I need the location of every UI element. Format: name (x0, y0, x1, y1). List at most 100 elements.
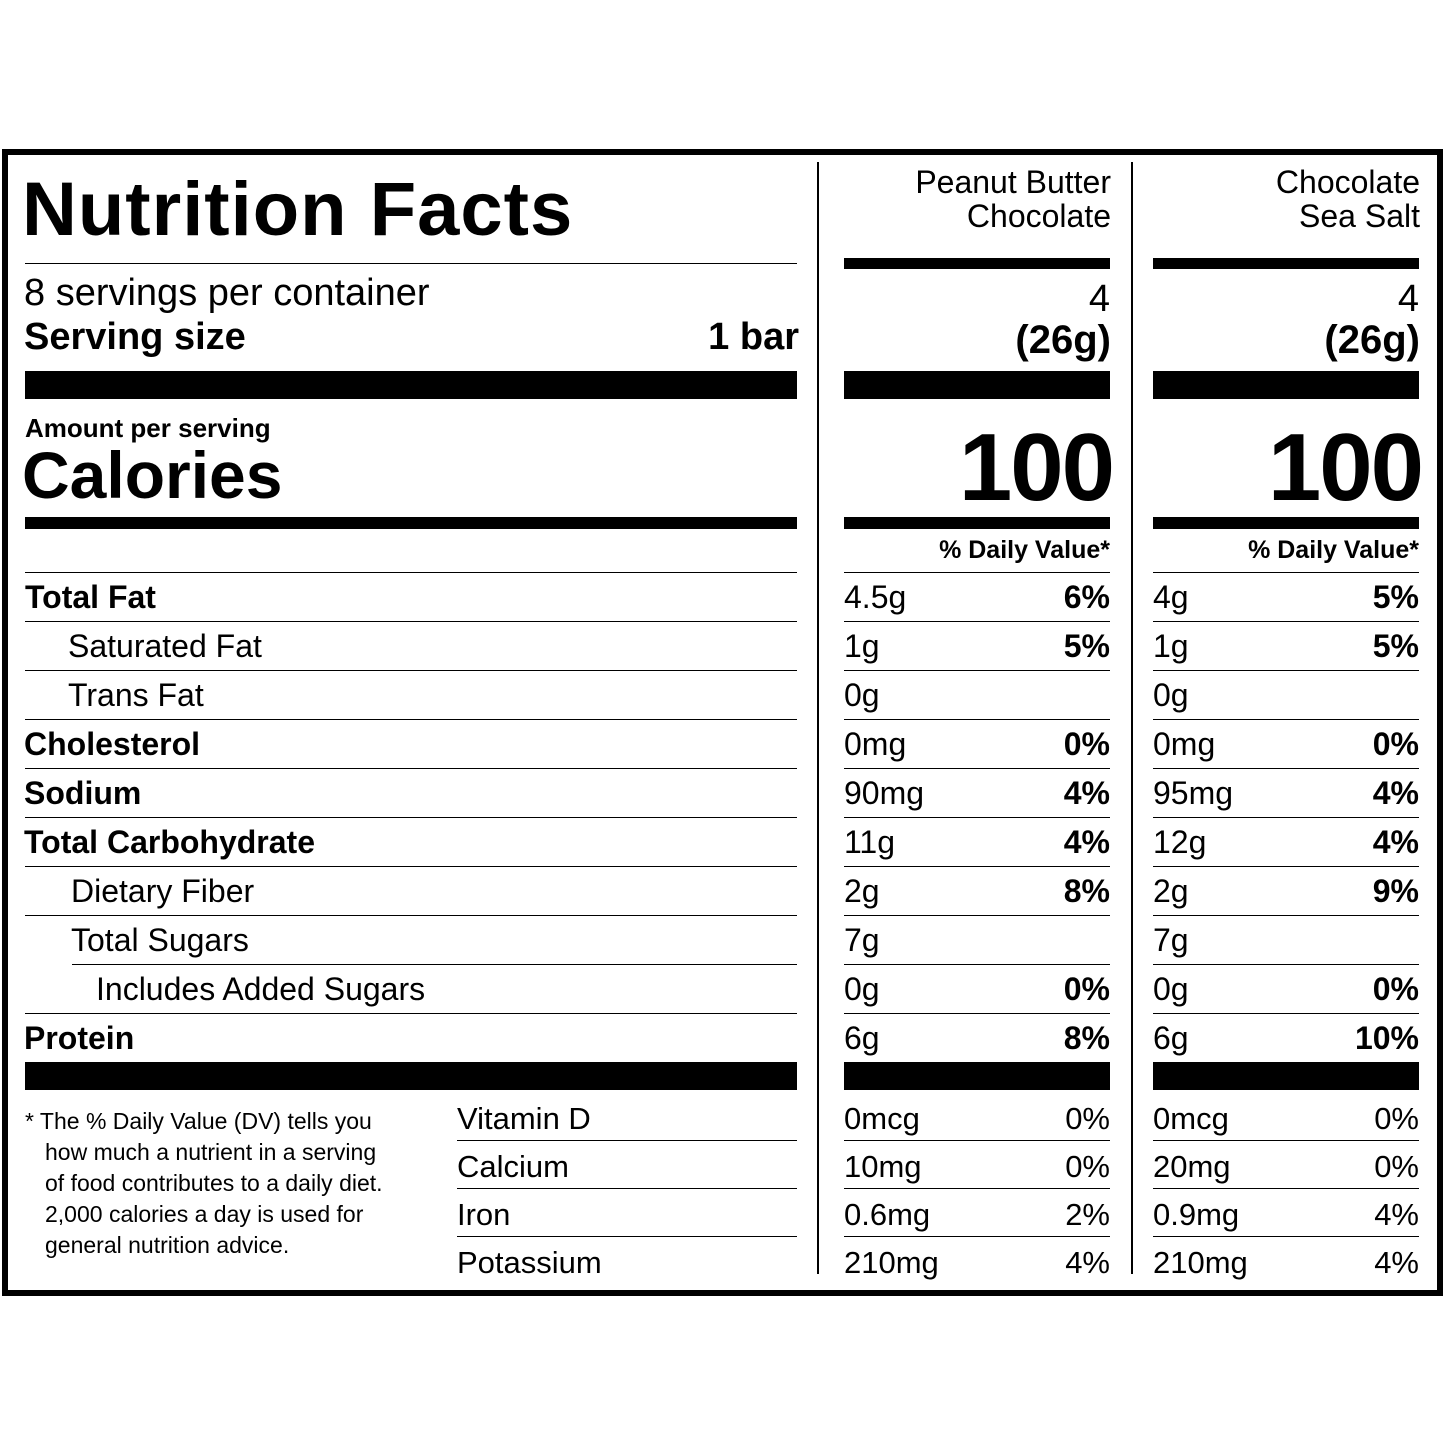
serving-size-label: Serving size (24, 316, 246, 358)
footnote-line: of food contributes to a daily diet. (45, 1170, 383, 1196)
footnote-line: * The % Daily Value (DV) tells you (25, 1108, 372, 1134)
nutrient-label: Saturated Fat (68, 628, 262, 664)
rule (844, 866, 1110, 867)
vitamin-amount: 0.9mg (1153, 1197, 1240, 1232)
thick-rule (25, 1062, 797, 1090)
nutrient-label: Includes Added Sugars (96, 971, 426, 1007)
thick-rule (25, 371, 797, 399)
rule (1153, 1140, 1419, 1141)
nutrient-amount: 0g (844, 677, 880, 713)
rule (1153, 670, 1419, 671)
vitamin-amount: 20mg (1153, 1149, 1231, 1184)
serving-size: 1 bar (708, 316, 799, 358)
nutrient-amount: 4.5g (844, 579, 907, 615)
vitamin-daily-value: 4% (1374, 1245, 1419, 1280)
nutrient-label: Sodium (24, 775, 142, 811)
vitamin-amount: 210mg (844, 1245, 939, 1280)
rule (844, 1013, 1110, 1014)
rule (844, 670, 1110, 671)
vitamin-label: Iron (457, 1197, 511, 1232)
medium-rule (1153, 517, 1419, 529)
nutrient-amount: 7g (1153, 922, 1189, 958)
vitamin-amount: 210mg (1153, 1245, 1248, 1280)
rule (457, 1236, 797, 1237)
rule (1153, 1013, 1419, 1014)
vitamin-label: Potassium (457, 1245, 602, 1280)
nutrient-amount: 0g (1153, 677, 1189, 713)
vitamin-daily-value: 0% (1065, 1149, 1110, 1184)
product-name: Sea Salt (1299, 198, 1420, 234)
calories-value: 100 (958, 414, 1115, 521)
rule (1153, 866, 1419, 867)
rule (844, 719, 1110, 720)
calories-value: 100 (1267, 414, 1424, 521)
rule (1153, 621, 1419, 622)
rule (457, 1140, 797, 1141)
thick-rule (844, 1062, 1110, 1090)
calories-label: Calories (22, 438, 283, 512)
medium-rule (25, 517, 797, 529)
nutrient-label: Trans Fat (68, 677, 204, 713)
rule (1153, 817, 1419, 818)
rule (844, 1140, 1110, 1141)
rule (1153, 572, 1419, 573)
rule (1153, 915, 1419, 916)
serving-count: 4 (1088, 278, 1110, 320)
vitamin-amount: 10mg (844, 1149, 922, 1184)
nutrient-amount: 7g (844, 922, 880, 958)
nutrient-amount: 1g (1153, 628, 1189, 664)
nutrient-daily-value: 8% (1063, 1020, 1110, 1056)
rule (25, 572, 797, 573)
amount-per-serving: Amount per serving (25, 413, 271, 443)
nutrient-daily-value: 0% (1063, 726, 1110, 762)
nutrient-daily-value: 10% (1354, 1020, 1419, 1056)
nutrient-amount: 1g (844, 628, 880, 664)
rule (25, 719, 797, 720)
nutrient-daily-value: 5% (1063, 628, 1110, 664)
rule (844, 817, 1110, 818)
servings-per-container: 8 servings per container (24, 272, 430, 314)
vitamin-daily-value: 4% (1065, 1245, 1110, 1280)
column-divider (1131, 162, 1133, 1274)
nutrient-amount: 0mg (1153, 726, 1216, 762)
nutrient-daily-value: 5% (1372, 628, 1419, 664)
nutrient-label: Total Sugars (71, 922, 249, 958)
rule (25, 263, 797, 264)
medium-rule (844, 517, 1110, 529)
daily-value-header: % Daily Value* (939, 536, 1110, 564)
rule (1153, 719, 1419, 720)
rule (72, 964, 797, 965)
thick-rule (1153, 1062, 1419, 1090)
nutrient-amount: 2g (1153, 873, 1189, 909)
product-name: Peanut Butter (915, 164, 1111, 200)
rule (844, 1188, 1110, 1189)
nutrient-daily-value: 4% (1372, 824, 1419, 860)
serving-count: 4 (1397, 278, 1419, 320)
nutrient-amount: 0g (1153, 971, 1189, 1007)
rule (844, 572, 1110, 573)
daily-value-header: % Daily Value* (1248, 536, 1419, 564)
rule (457, 1188, 797, 1189)
rule (844, 915, 1110, 916)
thick-rule (1153, 258, 1419, 269)
vitamin-amount: 0mcg (844, 1101, 920, 1136)
vitamin-amount: 0.6mg (844, 1197, 931, 1232)
vitamin-amount: 0mcg (1153, 1101, 1229, 1136)
nutrient-amount: 12g (1153, 824, 1207, 860)
rule (25, 1013, 797, 1014)
nutrient-label: Total Fat (25, 579, 156, 615)
footnote-line: 2,000 calories a day is used for (45, 1201, 364, 1227)
nutrient-label: Cholesterol (24, 726, 201, 762)
nutrient-daily-value: 9% (1372, 873, 1419, 909)
nutrient-daily-value: 5% (1372, 579, 1419, 615)
rule (25, 915, 797, 916)
nutrient-daily-value: 4% (1063, 775, 1110, 811)
nutrient-daily-value: 0% (1372, 726, 1419, 762)
vitamin-daily-value: 2% (1065, 1197, 1110, 1232)
nutrient-daily-value: 8% (1063, 873, 1110, 909)
rule (844, 768, 1110, 769)
nutrient-amount: 4g (1153, 579, 1189, 615)
footnote-line: general nutrition advice. (45, 1232, 290, 1258)
nutrient-daily-value: 0% (1372, 971, 1419, 1007)
